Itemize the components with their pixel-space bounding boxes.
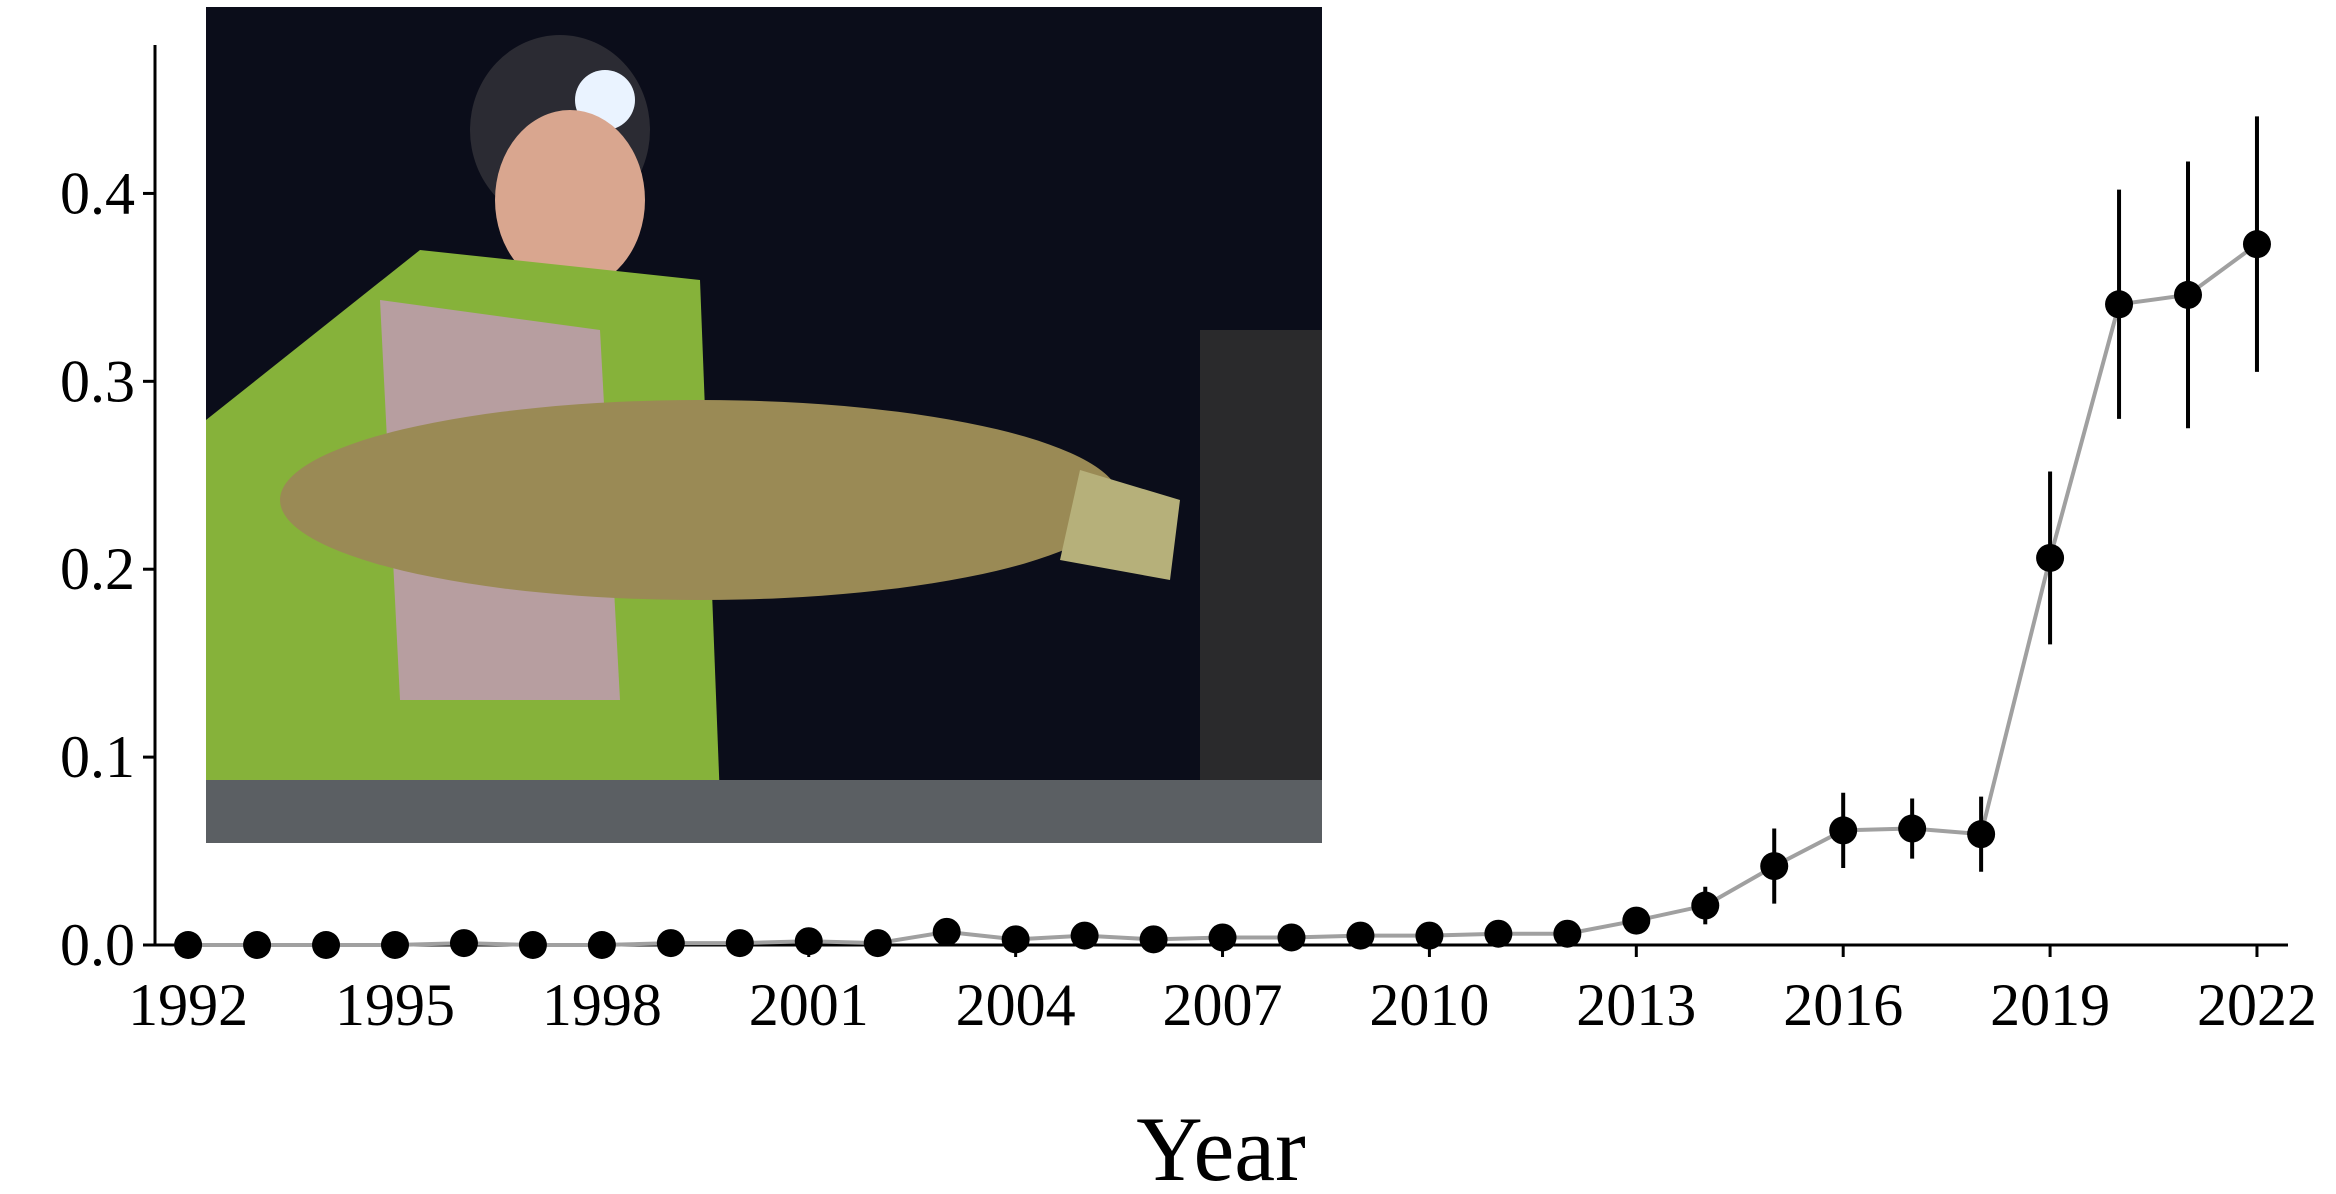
data-point (794, 927, 823, 956)
data-point (587, 931, 616, 959)
data-point (1001, 925, 1030, 954)
y-tick-label: 0.1 (60, 724, 135, 790)
data-point (863, 929, 892, 958)
x-tick-label: 1998 (542, 972, 662, 1038)
x-tick-label: 1992 (128, 972, 248, 1038)
y-tick-label: 0.4 (60, 160, 135, 226)
data-point (1829, 816, 1858, 845)
data-point (2105, 290, 2134, 319)
x-tick-label: 2016 (1783, 972, 1903, 1038)
y-tick-label: 0.2 (60, 536, 135, 602)
data-point (1622, 906, 1651, 935)
data-point (2174, 280, 2203, 309)
x-axis-label: Year (1136, 1098, 1306, 1189)
data-point (2242, 230, 2271, 259)
x-tick-label: 2019 (1990, 972, 2110, 1038)
x-tick-label: 2022 (2197, 972, 2317, 1038)
data-point (1070, 921, 1099, 950)
data-point (1415, 921, 1444, 950)
data-point (1346, 921, 1375, 950)
x-tick-label: 2013 (1576, 972, 1696, 1038)
data-point (518, 931, 547, 959)
data-point (1484, 919, 1513, 948)
data-point (1553, 919, 1582, 948)
data-point (243, 931, 272, 959)
inset-photo (206, 7, 1322, 843)
x-tick-label: 2004 (956, 972, 1076, 1038)
x-tick-label: 2010 (1369, 972, 1489, 1038)
y-tick-label: 0.3 (60, 348, 135, 414)
data-point (1898, 814, 1927, 843)
data-point (1139, 925, 1168, 954)
data-point (380, 931, 409, 959)
data-point (932, 917, 961, 946)
data-point (1691, 891, 1720, 920)
data-point (1760, 852, 1789, 881)
data-point (1277, 923, 1306, 952)
data-point (312, 931, 341, 959)
data-point (2036, 543, 2065, 572)
data-point (1208, 923, 1237, 952)
x-tick-label: 2001 (749, 972, 869, 1038)
data-point (725, 929, 754, 958)
x-tick-label: 2007 (1163, 972, 1283, 1038)
data-point (1967, 820, 1996, 849)
x-tick-label: 1995 (335, 972, 455, 1038)
data-point (656, 929, 685, 958)
data-point (174, 931, 203, 959)
data-point (449, 929, 478, 958)
y-tick-label: 0.0 (60, 912, 135, 978)
